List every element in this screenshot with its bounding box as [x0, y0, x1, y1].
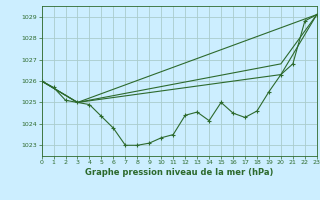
X-axis label: Graphe pression niveau de la mer (hPa): Graphe pression niveau de la mer (hPa) [85, 168, 273, 177]
